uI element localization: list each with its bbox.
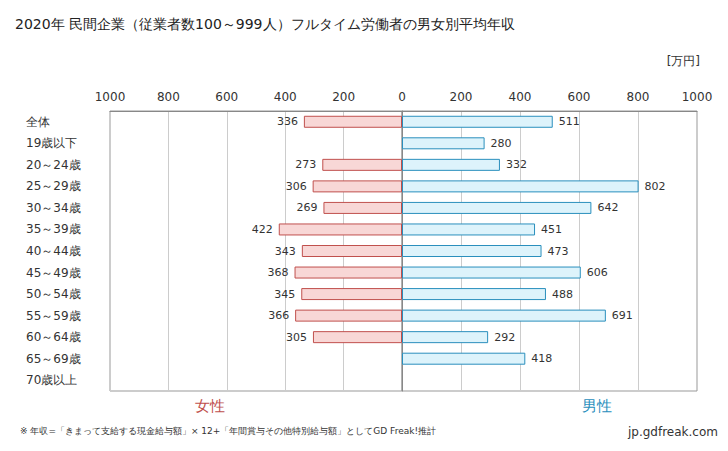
svg-text:19歳以下: 19歳以下 [26, 136, 77, 150]
svg-text:269: 269 [296, 201, 317, 214]
svg-text:400: 400 [509, 90, 532, 104]
svg-text:55～59歳: 55～59歳 [26, 309, 81, 323]
svg-text:50～54歳: 50～54歳 [26, 287, 81, 301]
svg-text:1000: 1000 [95, 90, 126, 104]
svg-text:332: 332 [506, 158, 527, 171]
svg-text:70歳以上: 70歳以上 [26, 373, 77, 387]
svg-text:802: 802 [645, 180, 666, 193]
svg-text:418: 418 [531, 352, 552, 365]
svg-text:488: 488 [552, 288, 573, 301]
svg-text:200: 200 [450, 90, 473, 104]
svg-text:336: 336 [277, 115, 298, 128]
svg-text:343: 343 [275, 245, 296, 258]
svg-text:40～44歳: 40～44歳 [26, 244, 81, 258]
svg-text:305: 305 [286, 331, 307, 344]
svg-text:0: 0 [398, 90, 406, 104]
svg-text:全体: 全体 [26, 115, 50, 129]
svg-text:1000: 1000 [682, 90, 713, 104]
svg-text:800: 800 [627, 90, 650, 104]
svg-text:25～29歳: 25～29歳 [26, 179, 81, 193]
svg-text:473: 473 [548, 245, 569, 258]
svg-text:691: 691 [612, 309, 633, 322]
svg-text:男性: 男性 [582, 397, 612, 415]
svg-text:65～69歳: 65～69歳 [26, 352, 81, 366]
svg-text:292: 292 [494, 331, 515, 344]
svg-text:※ 年収=「きまって支給する現金給与額」× 12+「年間賞与: ※ 年収=「きまって支給する現金給与額」× 12+「年間賞与その他特別給与額」と… [20, 426, 436, 436]
svg-text:30～34歳: 30～34歳 [26, 201, 81, 215]
svg-text:451: 451 [541, 223, 562, 236]
svg-text:20～24歳: 20～24歳 [26, 158, 81, 172]
svg-text:200: 200 [332, 90, 355, 104]
svg-text:273: 273 [295, 158, 316, 171]
svg-text:女性: 女性 [195, 397, 225, 415]
svg-text:606: 606 [587, 266, 608, 279]
svg-text:306: 306 [286, 180, 307, 193]
svg-text:368: 368 [268, 266, 289, 279]
svg-text:800: 800 [157, 90, 180, 104]
svg-text:45～49歳: 45～49歳 [26, 266, 81, 280]
svg-text:60～64歳: 60～64歳 [26, 330, 81, 344]
svg-text:422: 422 [252, 223, 273, 236]
svg-text:35～39歳: 35～39歳 [26, 222, 81, 236]
svg-text:366: 366 [268, 309, 289, 322]
svg-text:[万円]: [万円] [667, 54, 700, 68]
svg-text:280: 280 [491, 137, 512, 150]
svg-text:642: 642 [597, 201, 618, 214]
svg-text:600: 600 [215, 90, 238, 104]
svg-text:400: 400 [274, 90, 297, 104]
svg-text:345: 345 [274, 288, 295, 301]
svg-text:2020年 民間企業（従業者数100～999人）フルタイム労: 2020年 民間企業（従業者数100～999人）フルタイム労働者の男女別平均年収 [15, 16, 515, 32]
svg-text:511: 511 [559, 115, 580, 128]
svg-text:jp.gdfreak.com: jp.gdfreak.com [627, 425, 718, 439]
svg-text:600: 600 [568, 90, 591, 104]
